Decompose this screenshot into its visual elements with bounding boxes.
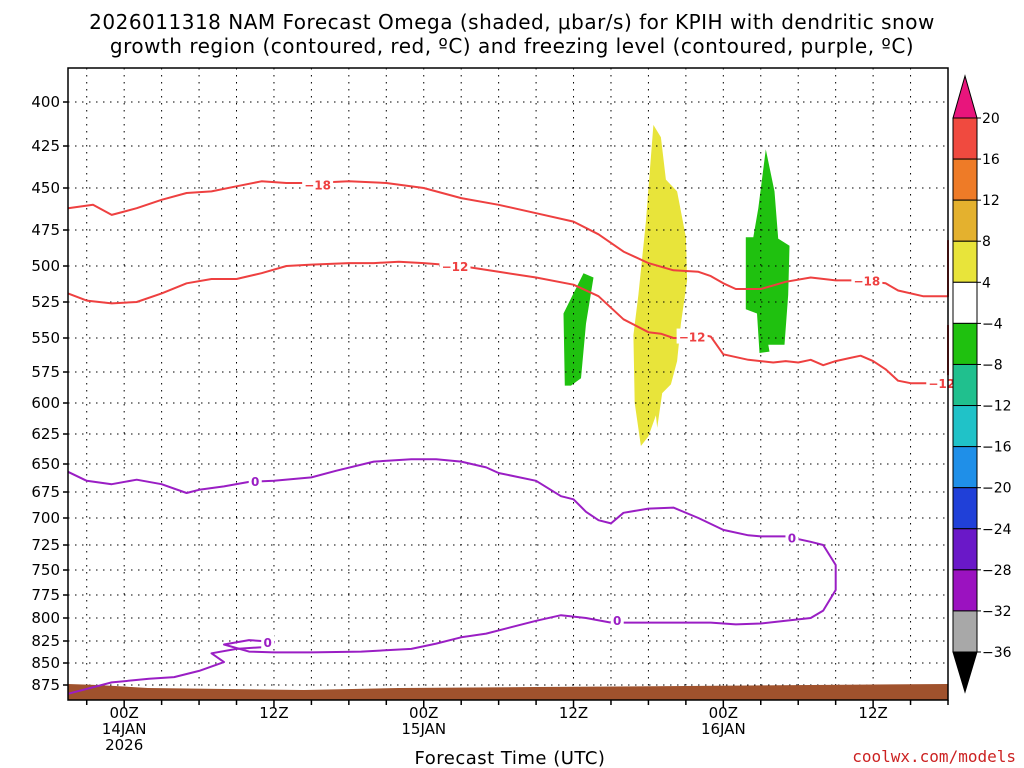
colorbar-label-12: −32 — [982, 604, 1012, 620]
x-axis-title: Forecast Time (UTC) — [415, 748, 606, 768]
colorbar-label-13: −36 — [982, 645, 1012, 661]
x-tick-label-48-1: 16JAN — [701, 720, 746, 738]
contour-label-bg-3 — [676, 328, 708, 344]
contour-label-7: 0 — [613, 614, 621, 628]
x-tick-label-36-0: 12Z — [559, 704, 588, 722]
colorbar-label-4: 4 — [982, 275, 991, 291]
terrain-fill — [68, 683, 948, 700]
x-tick-label-24-0: 00Z — [409, 704, 438, 722]
colorbar-band-9 — [952, 487, 978, 530]
x-tick-label-60-0: 12Z — [858, 704, 887, 722]
colorbar-label-2: 12 — [982, 193, 1000, 209]
colorbar-band-3 — [952, 240, 978, 283]
colorbar-bottom-arrow — [952, 651, 978, 694]
colorbar-band-7 — [952, 405, 978, 448]
y-tick-label-450: 450 — [31, 179, 60, 197]
colorbar-band-8 — [952, 446, 978, 489]
colorbar-label-5: −4 — [982, 316, 1003, 332]
y-tick-label-675: 675 — [31, 483, 60, 501]
credit-text: coolwx.com/models — [852, 747, 1016, 766]
grid-lines — [68, 68, 948, 700]
y-tick-label-625: 625 — [31, 425, 60, 443]
y-tick-label-650: 650 — [31, 455, 60, 473]
colorbar-top-arrow — [952, 74, 978, 119]
terrain — [68, 683, 948, 700]
omega-region-0 — [563, 273, 594, 386]
y-tick-label-875: 875 — [31, 676, 60, 694]
chart-title-line1: 2026011318 NAM Forecast Omega (shaded, μ… — [89, 10, 935, 34]
colorbar-label-3: 8 — [982, 234, 991, 250]
colorbar-label-8: −16 — [982, 440, 1012, 456]
contour-label-bg-2 — [439, 258, 471, 273]
colorbar-band-5 — [952, 322, 978, 365]
y-tick-label-700: 700 — [31, 509, 60, 527]
contour-label-0: −18 — [304, 179, 331, 193]
colorbar-band-2 — [952, 199, 978, 242]
contour-label-bg-0 — [302, 176, 334, 192]
x-tick-label-0-1: 14JAN — [102, 720, 147, 738]
plot-frame — [67, 67, 949, 701]
x-tick-label-48-0: 00Z — [709, 704, 738, 722]
y-tick-label-425: 425 — [31, 137, 60, 155]
x-tick-label-24-1: 15JAN — [401, 720, 446, 738]
colorbar-label-7: −12 — [982, 399, 1012, 415]
contour-label-6: 0 — [788, 531, 796, 545]
y-axis: 400 425 450 475 500 525 550 575 600 625 650 675 700 7… — [31, 93, 68, 694]
contour-label-bg-1 — [851, 272, 883, 288]
y-tick-label-475: 475 — [31, 221, 60, 239]
y-tick-label-400: 400 — [31, 93, 60, 111]
contour-label-bg-7 — [610, 611, 624, 627]
x-tick-label-0-2: 2026 — [105, 736, 143, 754]
colorbar-band-12 — [952, 610, 978, 653]
contour-label-4: −12 — [928, 377, 955, 391]
plot-background — [68, 68, 948, 700]
colorbar-label-10: −24 — [982, 522, 1012, 538]
colorbar-label-6: −8 — [982, 357, 1003, 373]
contour-label-2: −12 — [442, 260, 469, 274]
y-tick-label-500: 500 — [31, 257, 60, 275]
contour-labels: −18 −18 −12 −12 −12 0 0 0 0 — [248, 176, 958, 650]
y-tick-label-775: 775 — [31, 586, 60, 604]
colorbar-label-1: 16 — [982, 152, 1000, 168]
x-tick-label-12-0: 12Z — [259, 704, 288, 722]
colorbar-label-0: 20 — [982, 111, 1000, 127]
y-tick-label-550: 550 — [31, 329, 60, 347]
omega-region-2 — [745, 149, 790, 353]
contour-label-1: −18 — [853, 274, 880, 288]
y-tick-label-525: 525 — [31, 293, 60, 311]
colorbar-band-1 — [952, 158, 978, 201]
omega-region-1 — [633, 124, 688, 447]
omega-shading — [563, 124, 790, 447]
colorbar-label-11: −28 — [982, 563, 1012, 579]
colorbar-band-4 — [952, 281, 978, 324]
y-tick-label-825: 825 — [31, 632, 60, 650]
contour-label-3: −12 — [679, 331, 706, 345]
x-tick-label-0-0: 00Z — [109, 704, 138, 722]
y-tick-label-600: 600 — [31, 394, 60, 412]
colorbar: 20 16 12 8 4 −4 −8 −12 −16 −20 −24 −28 −32 −36 — [952, 74, 1012, 694]
contour-label-bg-5 — [248, 472, 262, 488]
contour-line-2 — [67, 458, 837, 695]
contour-label-5: 0 — [251, 475, 259, 489]
colorbar-band-6 — [952, 363, 978, 407]
y-tick-label-850: 850 — [31, 654, 60, 672]
y-tick-label-800: 800 — [31, 609, 60, 627]
contour-label-8: 0 — [264, 636, 272, 650]
y-tick-label-575: 575 — [31, 363, 60, 381]
y-tick-label-750: 750 — [31, 561, 60, 579]
colorbar-band-11 — [952, 569, 978, 612]
y-tick-label-725: 725 — [31, 536, 60, 554]
chart-title-line2: growth region (contoured, red, ºC) and f… — [109, 34, 915, 58]
colorbar-band-10 — [952, 528, 978, 571]
colorbar-band-0 — [952, 117, 978, 160]
contour-label-bg-8 — [261, 633, 275, 649]
contour-label-bg-4 — [926, 375, 958, 391]
contour-label-bg-6 — [785, 529, 799, 545]
colorbar-label-9: −20 — [982, 481, 1012, 497]
